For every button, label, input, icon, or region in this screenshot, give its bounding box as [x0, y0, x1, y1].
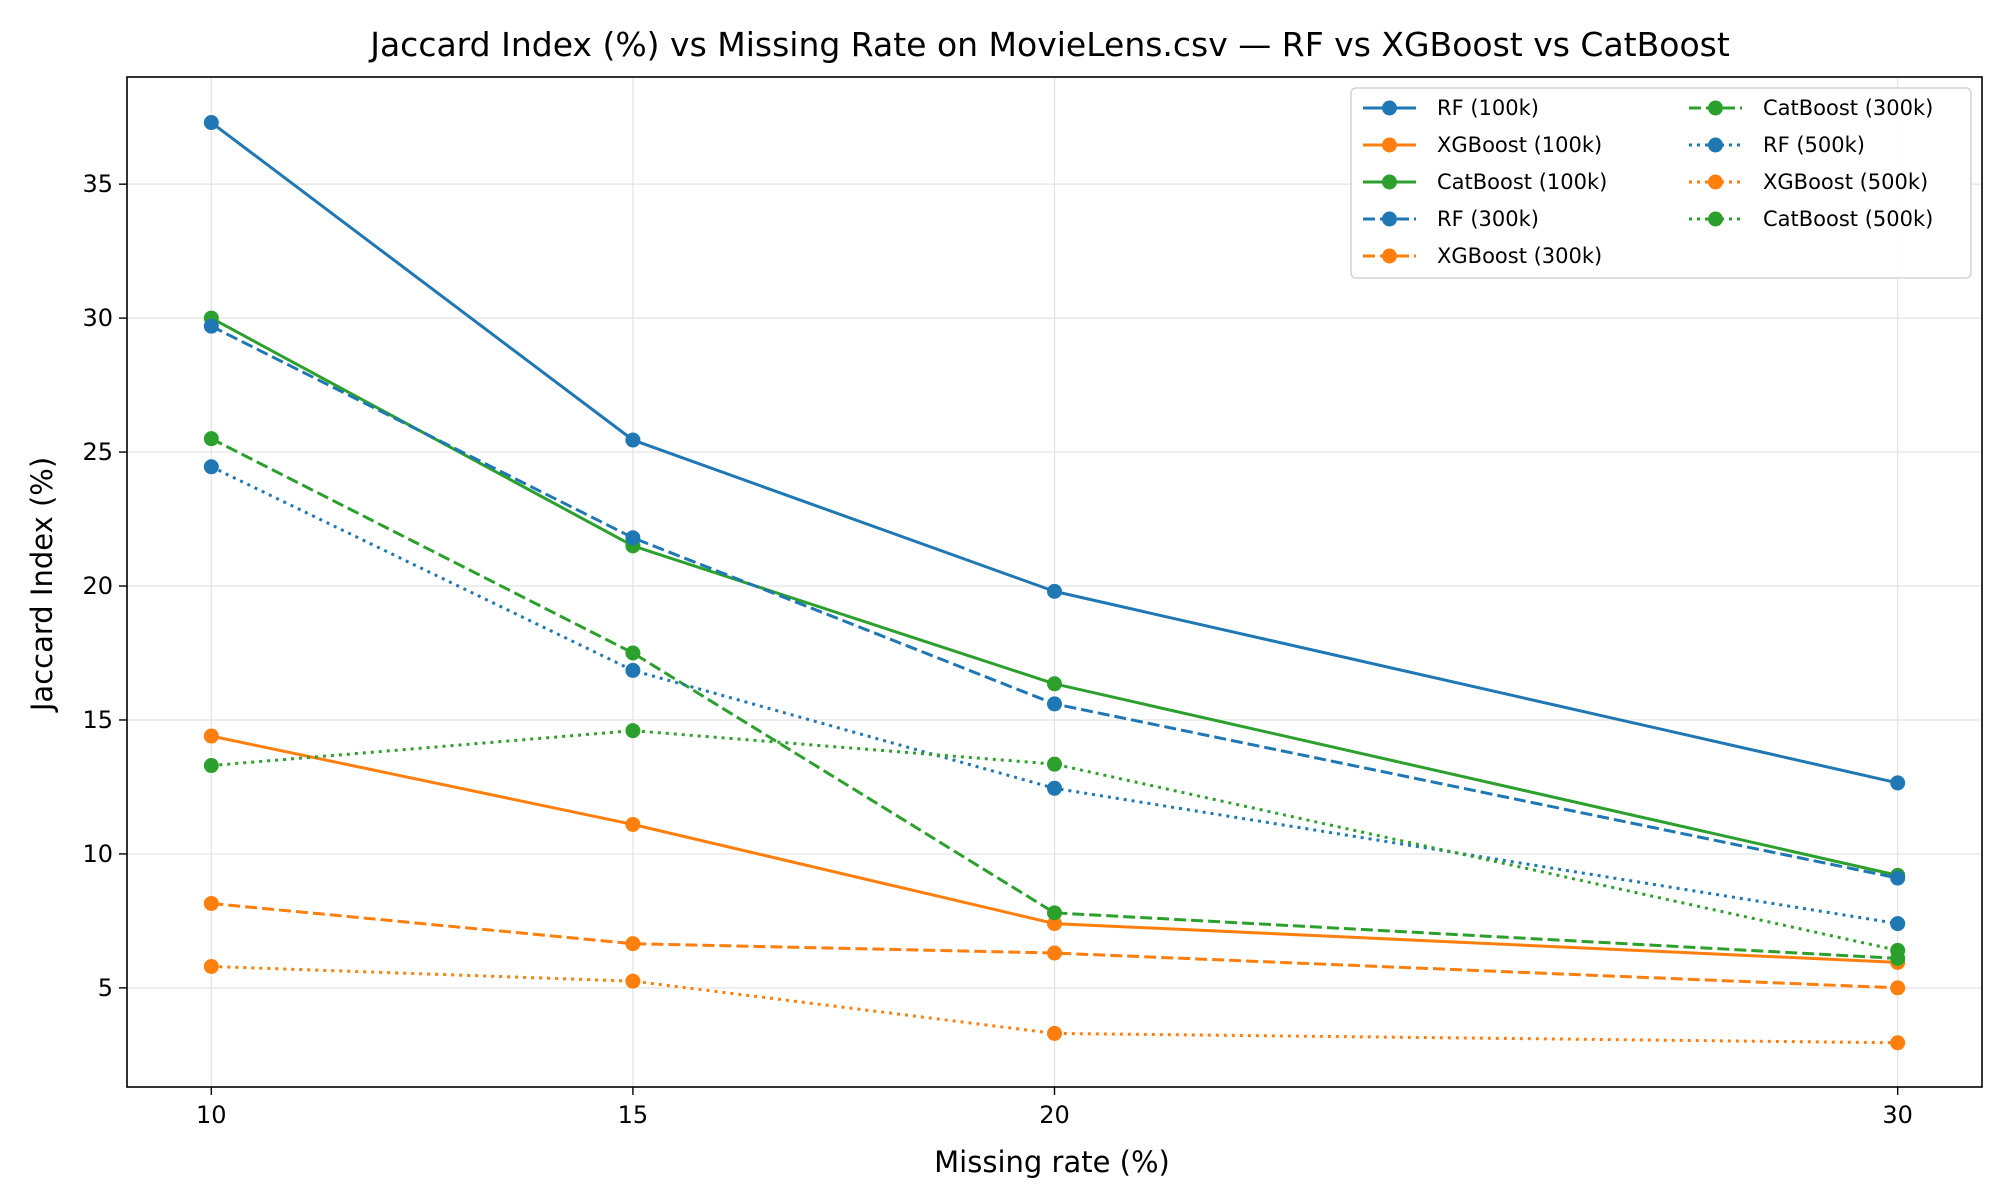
series-lines	[203, 115, 1906, 1051]
data-point	[625, 723, 641, 739]
data-point	[625, 432, 641, 448]
x-tick-label: 15	[618, 1101, 649, 1129]
series-line	[210, 465, 1898, 926]
series-group	[203, 728, 1906, 970]
series-group	[203, 115, 1906, 791]
legend: RF (100k) XGBoost (100k) CatBoost (100k) RF…	[1350, 87, 1972, 279]
y-tick-label: 20	[82, 572, 113, 600]
data-point	[1047, 945, 1062, 961]
y-axis-ticks: 5 10 15 20 25 30 35	[82, 170, 127, 1002]
x-tick-label: 30	[1882, 1101, 1913, 1129]
legend-label: CatBoost (300k)	[1763, 96, 1933, 120]
data-point	[1047, 780, 1062, 796]
data-point	[1890, 942, 1906, 958]
data-point	[1047, 1025, 1062, 1041]
data-point	[1047, 583, 1062, 599]
y-tick-label: 25	[82, 438, 113, 466]
legend-swatch-marker	[1382, 137, 1397, 153]
data-point	[625, 530, 641, 546]
series-line	[210, 121, 1899, 785]
legend-swatch-marker	[1382, 174, 1397, 190]
x-axis-title: Missing rate (%)	[934, 1145, 1170, 1179]
data-point	[203, 115, 219, 131]
series-line	[211, 734, 1898, 964]
chart-title: Jaccard Index (%) vs Missing Rate on Mov…	[368, 25, 1730, 64]
data-point	[1890, 980, 1906, 996]
y-tick-label: 30	[82, 304, 113, 332]
legend-swatch-marker	[1382, 248, 1397, 264]
data-point	[1047, 676, 1062, 692]
series-line	[211, 901, 1898, 990]
series-line	[210, 437, 1898, 960]
legend-box	[1350, 87, 1972, 279]
y-tick-label: 5	[98, 974, 113, 1002]
data-point	[203, 758, 219, 774]
series-group	[203, 459, 1906, 932]
series-group	[203, 958, 1906, 1051]
data-point	[203, 958, 219, 974]
legend-label: RF (100k)	[1437, 96, 1539, 120]
legend-swatch-marker	[1382, 100, 1397, 116]
data-point	[1890, 916, 1906, 932]
data-point	[1047, 916, 1062, 932]
x-tick-label: 10	[196, 1101, 227, 1129]
data-point	[625, 816, 641, 832]
series-line	[211, 964, 1898, 1045]
data-point	[625, 973, 641, 989]
data-point	[203, 728, 219, 744]
legend-label: RF (500k)	[1763, 133, 1865, 157]
series-line	[211, 729, 1899, 952]
legend-swatch-marker	[1708, 137, 1723, 153]
series-group	[203, 895, 1906, 996]
data-point	[1890, 1035, 1906, 1051]
series-group	[203, 723, 1906, 958]
data-point	[1047, 905, 1062, 921]
data-point	[625, 936, 641, 952]
data-point	[1047, 696, 1062, 712]
legend-swatch-marker	[1708, 211, 1723, 227]
legend-swatch-marker	[1382, 211, 1397, 227]
y-tick-label: 15	[82, 706, 113, 734]
legend-label: XGBoost (100k)	[1437, 133, 1602, 157]
legend-label: CatBoost (500k)	[1763, 207, 1933, 231]
data-point	[203, 895, 219, 911]
legend-label: RF (300k)	[1437, 207, 1539, 231]
data-point	[625, 662, 641, 678]
legend-label: XGBoost (300k)	[1437, 244, 1602, 268]
y-tick-label: 10	[82, 840, 113, 868]
data-point	[203, 459, 219, 475]
series-group	[203, 318, 1906, 886]
data-point	[1047, 756, 1062, 772]
data-point	[625, 645, 641, 661]
series-line	[210, 316, 1899, 877]
x-axis-ticks: 10 15 20 30	[196, 1087, 1913, 1129]
data-point	[1890, 870, 1906, 886]
x-tick-label: 20	[1039, 1101, 1070, 1129]
data-point	[203, 431, 219, 447]
data-point	[1890, 775, 1906, 791]
legend-swatch-marker	[1708, 100, 1723, 116]
data-point	[203, 318, 219, 334]
y-tick-label: 35	[82, 170, 113, 198]
y-axis-title: Jaccard Index (%)	[25, 457, 59, 713]
legend-swatch-marker	[1708, 174, 1723, 190]
legend-label: XGBoost (500k)	[1763, 170, 1928, 194]
legend-label: CatBoost (100k)	[1437, 170, 1607, 194]
series-line	[210, 324, 1898, 880]
